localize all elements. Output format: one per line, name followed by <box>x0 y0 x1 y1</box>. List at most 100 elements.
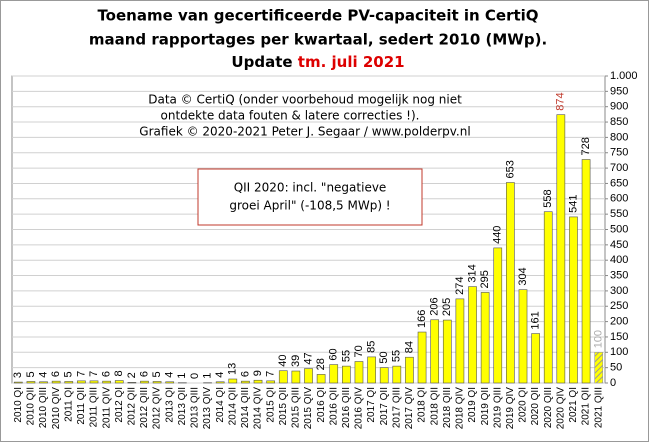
data-label: 40 <box>277 354 289 366</box>
annotation: ontdekte data fouten & latere correcties… <box>161 109 420 123</box>
bar <box>468 286 477 384</box>
bar <box>556 114 566 384</box>
x-tick-label: 2019 QI <box>467 387 478 423</box>
chart-title: Update tm. juli 2021 <box>231 53 404 71</box>
x-tick-label: 2014 QI <box>215 387 226 423</box>
bar <box>253 379 263 384</box>
x-tick-label: 2013 QIII <box>190 387 201 428</box>
bar <box>26 381 36 384</box>
bar <box>442 319 452 384</box>
x-tick-label: 2011 QI <box>63 387 74 422</box>
data-label: 4 <box>164 372 176 378</box>
bar <box>329 364 339 384</box>
data-label: 84 <box>403 341 415 353</box>
bar <box>581 159 591 384</box>
update-date: tm. juli 2021 <box>298 53 405 71</box>
x-tick-label: 2017 QII <box>379 387 390 425</box>
bar <box>140 380 149 384</box>
x-tick-label: 2010 QIII <box>38 387 49 428</box>
data-label: 274 <box>454 277 466 295</box>
x-tick-label: 2010 QII <box>26 387 37 425</box>
bar <box>77 380 86 384</box>
data-label: 206 <box>429 297 441 315</box>
x-tick-label: 2018 QIII <box>442 387 453 428</box>
bar <box>278 370 288 384</box>
bar <box>39 381 48 384</box>
x-tick-label: 2018 QIV <box>455 387 466 430</box>
x-tick-label: 2021 QIII <box>593 387 604 428</box>
data-label: 1 <box>176 373 188 379</box>
data-label: 161 <box>530 311 542 329</box>
bar <box>102 380 111 384</box>
x-tick-label: 2010 QI <box>13 387 24 423</box>
y-tick-label: 600 <box>610 193 628 205</box>
x-tick-label: 2011 QII <box>76 387 87 425</box>
x-tick-label: 2021 QI <box>568 387 579 423</box>
bar <box>379 367 389 384</box>
x-tick-label: 2012 QII <box>127 387 138 425</box>
x-tick-label: 2016 QII <box>328 387 339 425</box>
data-label: 6 <box>101 371 113 377</box>
x-tick-label: 2014 QIII <box>240 387 251 428</box>
bar <box>241 380 250 384</box>
x-tick-label: 2012 QI <box>114 387 125 423</box>
data-label: 85 <box>365 341 377 353</box>
x-tick-label: 2013 QI <box>164 387 175 423</box>
y-tick-label: 850 <box>610 116 628 128</box>
bar <box>430 319 440 384</box>
x-tick-label: 2018 QII <box>429 387 440 425</box>
bar <box>405 356 414 384</box>
data-label: 6 <box>239 371 251 377</box>
y-tick-label: 650 <box>610 177 628 189</box>
x-tick-label: 2015 QIV <box>303 387 314 430</box>
data-label: 728 <box>580 137 592 155</box>
x-tick-label: 2015 QI <box>265 387 276 423</box>
bar <box>215 381 225 384</box>
data-label: 295 <box>479 270 491 288</box>
bar <box>569 216 578 384</box>
data-label: 4 <box>37 372 49 378</box>
data-label: 2 <box>126 372 138 378</box>
y-tick-label: 800 <box>610 131 628 143</box>
bar <box>367 356 376 384</box>
data-label: 5 <box>151 371 163 377</box>
bar <box>543 211 553 384</box>
data-label: 874 <box>555 92 567 110</box>
data-label: 558 <box>542 189 554 207</box>
data-label: 541 <box>567 195 579 213</box>
x-tick-label: 2012 QIV <box>152 387 163 430</box>
x-tick-label: 2011 QIII <box>89 387 100 427</box>
x-tick-label: 2020 QIII <box>543 387 554 428</box>
data-label: 4 <box>214 372 226 378</box>
bar <box>506 182 515 384</box>
bar <box>127 382 137 384</box>
x-tick-label: 2020 QIV <box>555 387 566 430</box>
y-tick-label: 250 <box>610 300 628 312</box>
x-tick-label: 2013 QIV <box>202 387 213 430</box>
x-tick-label: 2017 QIII <box>391 387 402 428</box>
data-label: 3 <box>12 372 24 378</box>
data-label: 6 <box>50 371 62 377</box>
data-label: 70 <box>353 345 365 357</box>
bar <box>114 380 124 384</box>
data-label: 55 <box>340 350 352 362</box>
data-label: 653 <box>504 160 516 178</box>
bar <box>480 292 490 384</box>
bar <box>165 381 175 384</box>
bar <box>51 380 61 384</box>
data-label: 9 <box>252 370 264 376</box>
data-label: 100 <box>593 330 605 348</box>
x-tick-label: 2017 QIV <box>404 387 415 430</box>
x-tick-label: 2020 QI <box>518 387 529 423</box>
x-tick-label: 2015 QIII <box>291 387 302 428</box>
bar <box>594 351 604 384</box>
chart-title: Toename van gecertificeerde PV-capacitei… <box>97 7 538 25</box>
x-tick-label: 2016 QI <box>316 387 327 423</box>
bar <box>531 333 540 384</box>
y-tick-label: 150 <box>610 331 628 343</box>
data-label: 39 <box>290 355 302 367</box>
y-tick-label: 500 <box>610 223 628 235</box>
annotation: Grafiek © 2020-2021 Peter J. Segaar / ww… <box>139 125 470 139</box>
data-label: 1 <box>201 373 213 379</box>
data-label: 7 <box>88 371 100 377</box>
